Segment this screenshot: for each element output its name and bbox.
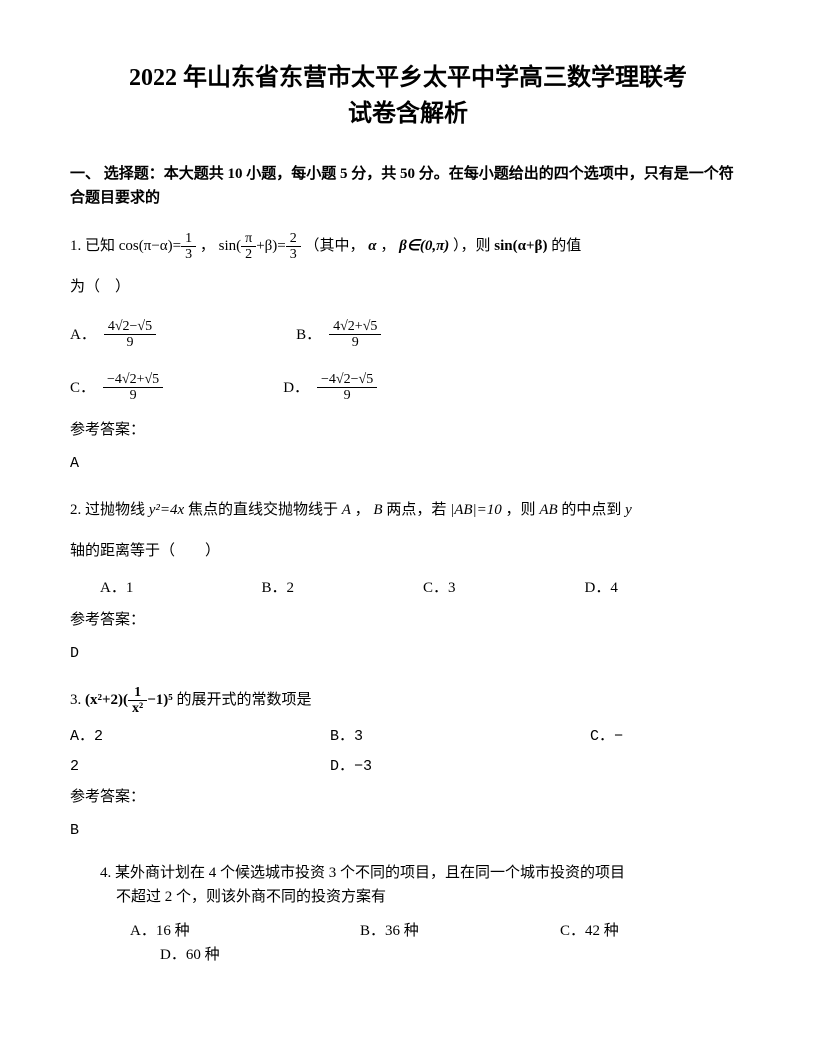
q1-option-a: A． 4√2−√59 xyxy=(70,312,156,357)
q2-text-mid3: ，则 xyxy=(506,502,536,518)
q2-text-mid1: 焦点的直线交抛物线于 xyxy=(188,502,338,518)
q4-option-c: C．42 种 xyxy=(560,919,619,943)
q2-text-mid2: 两点，若 xyxy=(386,502,446,518)
q2-A: A xyxy=(342,502,351,518)
q1-formula2: sin(π2+β)=23 xyxy=(219,230,301,263)
q1-line2: 为（ ） xyxy=(70,271,746,304)
q2-AB: AB xyxy=(539,502,557,518)
q1-options-row2: C． −4√2+√59 D． −4√2−√59 xyxy=(70,365,746,410)
q2-option-c: C．3 xyxy=(423,576,585,600)
q3-option-d: D．−3 xyxy=(330,755,372,779)
q1-text-pre: 已知 xyxy=(85,238,115,254)
q2-comma1: ， xyxy=(355,502,370,518)
q1-option-b: B． 4√2+√59 xyxy=(296,312,381,357)
exam-title: 2022 年山东省东营市太平乡太平中学高三数学理联考 试卷含解析 xyxy=(70,60,746,132)
q4-options: A．16 种 B．36 种 C．42 种 xyxy=(70,919,746,943)
q4-option-b: B．36 种 xyxy=(360,919,560,943)
q1-number: 1. xyxy=(70,238,81,254)
q2-option-d: D．4 xyxy=(585,576,747,600)
q4-text1: 某外商计划在 4 个候选城市投资 3 个不同的项目，且在同一个城市投资的项目 xyxy=(115,865,625,881)
q1-beta-cond: β∈(0,π) xyxy=(399,238,449,254)
q2-y: y xyxy=(625,502,632,518)
q2-number: 2. xyxy=(70,502,81,518)
q3-number: 3. xyxy=(70,692,81,708)
q3-options-line2: 2 D．−3 xyxy=(70,755,746,779)
q1-sep1: ， xyxy=(200,238,215,254)
q1-option-c: C． −4√2+√59 xyxy=(70,365,163,410)
q3-option-a: A．2 xyxy=(70,725,330,749)
q3-formula: (x²+2)(1x²−1)⁵ xyxy=(85,684,173,717)
q1-comma: ， xyxy=(380,238,395,254)
q4-number: 4. xyxy=(100,865,111,881)
question-3: 3. (x²+2)(1x²−1)⁵ 的展开式的常数项是 xyxy=(70,684,746,717)
q1-text-mid1: （其中， xyxy=(305,238,365,254)
title-line1: 2022 年山东省东营市太平乡太平中学高三数学理联考 xyxy=(70,60,746,96)
question-4: 4. 某外商计划在 4 个候选城市投资 3 个不同的项目，且在同一个城市投资的项… xyxy=(70,861,746,909)
q1-alpha: α xyxy=(368,238,376,254)
q1-options-row1: A． 4√2−√59 B． 4√2+√59 xyxy=(70,312,746,357)
q1-text-end: 的值 xyxy=(551,238,581,254)
q2-option-b: B．2 xyxy=(262,576,424,600)
q3-answer: B xyxy=(70,819,746,843)
title-line2: 试卷含解析 xyxy=(70,96,746,132)
q3-option-b: B．3 xyxy=(330,725,590,749)
q4-text2: 不超过 2 个，则该外商不同的投资方案有 xyxy=(100,885,386,909)
q2-text-mid4: 的中点到 xyxy=(561,502,621,518)
q1-answer: A xyxy=(70,452,746,476)
q3-text: 的展开式的常数项是 xyxy=(177,692,312,708)
section1-heading: 一、 选择题：本大题共 10 小题，每小题 5 分，共 50 分。在每小题给出的… xyxy=(70,162,746,210)
q3-option-c: C．− xyxy=(590,725,623,749)
q2-formula1: y²=4x xyxy=(149,502,184,518)
q4-option-a: A．16 种 xyxy=(130,919,360,943)
q3-option-c2: 2 xyxy=(70,755,330,779)
q2-option-a: A．1 xyxy=(100,576,262,600)
question-1: 1. 已知 cos(π−α)=13 ， sin(π2+β)=23 （其中， α … xyxy=(70,230,746,263)
q3-options: A．2 B．3 C．− xyxy=(70,725,746,749)
q2-answer: D xyxy=(70,642,746,666)
q1-formula1: cos(π−α)=13 xyxy=(119,230,196,263)
question-2: 2. 过抛物线 y²=4x 焦点的直线交抛物线于 A ， B 两点，若 |AB|… xyxy=(70,494,746,527)
q2-options: A．1 B．2 C．3 D．4 xyxy=(70,576,746,600)
q1-formula3: sin(α+β) xyxy=(494,238,547,254)
q2-ab-cond: |AB|=10 xyxy=(450,502,502,518)
q2-text-pre: 过抛物线 xyxy=(85,502,145,518)
q4-option-d: D．60 种 xyxy=(70,943,746,967)
q3-answer-label: 参考答案： xyxy=(70,785,746,809)
q1-text-mid2: ），则 xyxy=(453,238,491,254)
q2-B: B xyxy=(373,502,382,518)
q2-line2: 轴的距离等于（ ） xyxy=(70,535,746,568)
q1-option-d: D． −4√2−√59 xyxy=(283,365,377,410)
q1-answer-label: 参考答案： xyxy=(70,418,746,442)
q2-answer-label: 参考答案： xyxy=(70,608,746,632)
